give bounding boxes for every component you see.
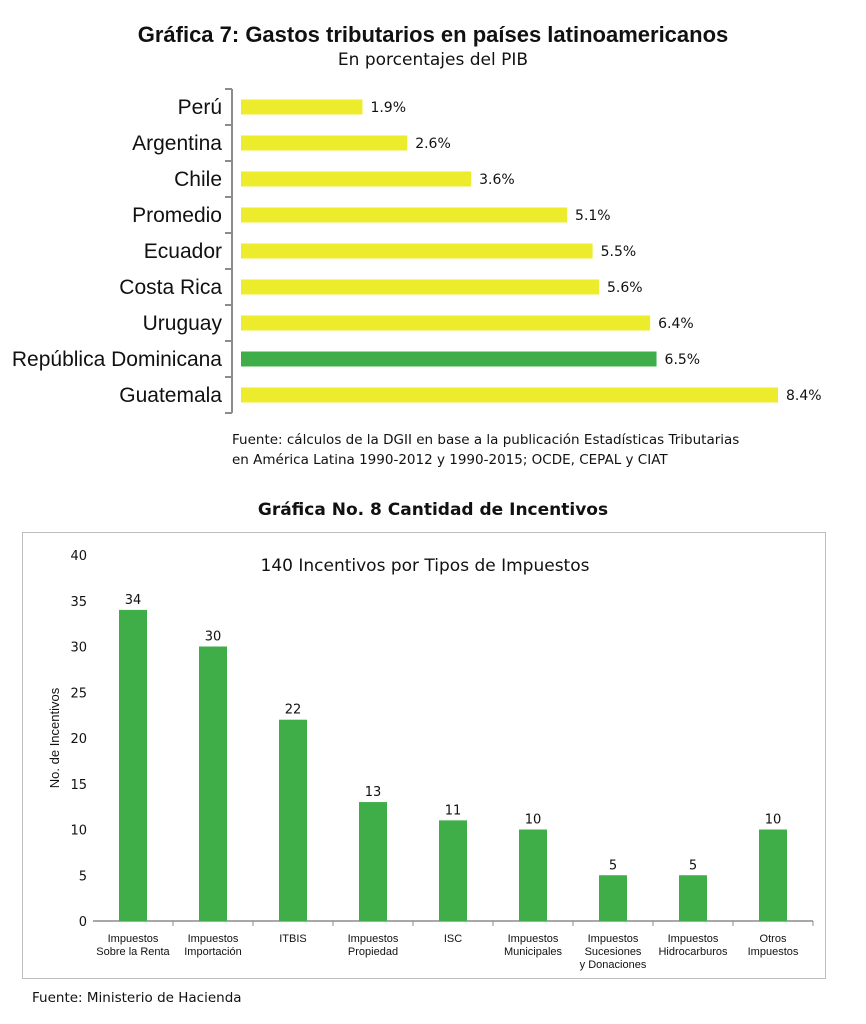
chart2-data-label: 5: [689, 858, 697, 873]
chart2-y-tick-label: 0: [79, 915, 87, 930]
chart2-x-tick-label: Impuestos Hidrocarburos: [658, 933, 728, 958]
chart2-data-label: 22: [285, 703, 302, 718]
chart1-bar: [241, 387, 778, 403]
chart2-y-tick-label: 20: [70, 732, 87, 747]
chart2-y-tick-label: 10: [70, 824, 87, 839]
chart1-source-line: Fuente: cálculos de la DGII en base a la…: [232, 432, 740, 448]
chart1-value-label: 1.9%: [370, 100, 406, 116]
chart1-bar: [241, 351, 657, 367]
chart1-bar: [241, 243, 593, 259]
chart2-data-label: 34: [125, 593, 142, 608]
chart1-category-label: Ecuador: [144, 240, 222, 263]
chart2-bar: [519, 829, 547, 921]
chart1-value-label: 5.1%: [575, 208, 611, 224]
chart2-frame: 140 Incentivos por Tipos de Impuestos No.…: [22, 532, 826, 979]
chart2-y-tick-label: 30: [70, 641, 87, 656]
chart2-y-tick-label: 35: [70, 595, 87, 610]
chart1-value-label: 5.6%: [607, 280, 643, 296]
chart2-bar: [439, 820, 467, 921]
chart1-category-label: Perú: [178, 96, 222, 119]
chart2-x-tick-label: ITBIS: [279, 933, 307, 945]
chart1-category-label: Promedio: [132, 204, 222, 227]
chart1-subtitle: En porcentajes del PIB: [337, 50, 529, 70]
chart1-bar: [241, 135, 408, 151]
chart2-y-tick-label: 25: [70, 686, 87, 701]
chart2-x-tick-label: Impuestos Propiedad: [348, 933, 399, 958]
chart1-bar: [241, 279, 599, 295]
chart1-value-label: 8.4%: [786, 388, 822, 404]
chart2-data-label: 11: [445, 803, 462, 818]
chart2-data-label: 10: [525, 813, 542, 828]
chart1-value-label: 5.5%: [601, 244, 637, 260]
chart2-bar: [279, 719, 307, 921]
chart2-y-tick-label: 5: [79, 869, 87, 884]
chart2-data-label: 30: [205, 630, 222, 645]
chart1-bar: [241, 171, 472, 187]
chart1-value-label: 6.5%: [665, 352, 701, 368]
chart2-title: Gráfica No. 8 Cantidad de Incentivos: [257, 500, 609, 520]
chart1-bar: [241, 315, 651, 331]
chart2-y-axis-label: No. de Incentivos: [47, 687, 62, 788]
chart1-source: Fuente: cálculos de la DGII en base a la…: [232, 430, 852, 470]
chart1-category-label: Uruguay: [143, 312, 223, 335]
chart2-x-tick-label: Impuestos Importación: [184, 933, 241, 958]
chart1-category-label: Chile: [174, 168, 222, 191]
chart2-bar: [119, 609, 147, 921]
chart2-data-label: 10: [765, 813, 782, 828]
chart1-value-label: 2.6%: [415, 136, 451, 152]
chart1-bar: [241, 99, 363, 115]
chart1-category-label: Costa Rica: [119, 276, 222, 299]
chart2-inner-title: 140 Incentivos por Tipos de Impuestos: [261, 556, 590, 576]
chart2-bar: [679, 875, 707, 921]
chart1-value-label: 6.4%: [658, 316, 694, 332]
chart2-x-tick-label: Impuestos Sobre la Renta: [96, 933, 170, 958]
chart2-x-tick-label: Impuestos Municipales: [504, 933, 563, 958]
chart2-source: Fuente: Ministerio de Hacienda: [32, 990, 242, 1006]
chart1-category-label: República Dominicana: [12, 348, 222, 371]
chart2-y-tick-label: 15: [70, 778, 87, 793]
chart2-plot: 140 Incentivos por Tipos de Impuestos No.…: [47, 549, 814, 971]
chart1-category-label: Argentina: [132, 132, 222, 155]
chart1-title: Gráfica 7: Gastos tributarios en países …: [137, 22, 729, 47]
chart2-bar: [599, 875, 627, 921]
chart2-bar: [199, 646, 227, 921]
chart2-x-tick-label: Otros Impuestos: [748, 933, 799, 958]
chart1-bar: [241, 207, 568, 223]
chart2-y-tick-label: 40: [70, 549, 87, 564]
chart2-x-tick-label: Impuestos Sucesiones y Donaciones: [580, 933, 647, 971]
chart1-plot: Perú 1.9% Argentina 2.6% Chile 3.6% Promedio 5.…: [12, 88, 822, 414]
chart2-data-label: 5: [609, 858, 617, 873]
chart2-bar: [359, 802, 387, 921]
chart2-x-tick-label: ISC: [444, 933, 462, 945]
chart1-value-label: 3.6%: [479, 172, 515, 188]
chart1-category-label: Guatemala: [119, 384, 222, 407]
chart2-bar: [759, 829, 787, 921]
chart2-data-label: 13: [365, 785, 382, 800]
chart1-source-line: en América Latina 1990-2012 y 1990-2015;…: [232, 452, 668, 468]
